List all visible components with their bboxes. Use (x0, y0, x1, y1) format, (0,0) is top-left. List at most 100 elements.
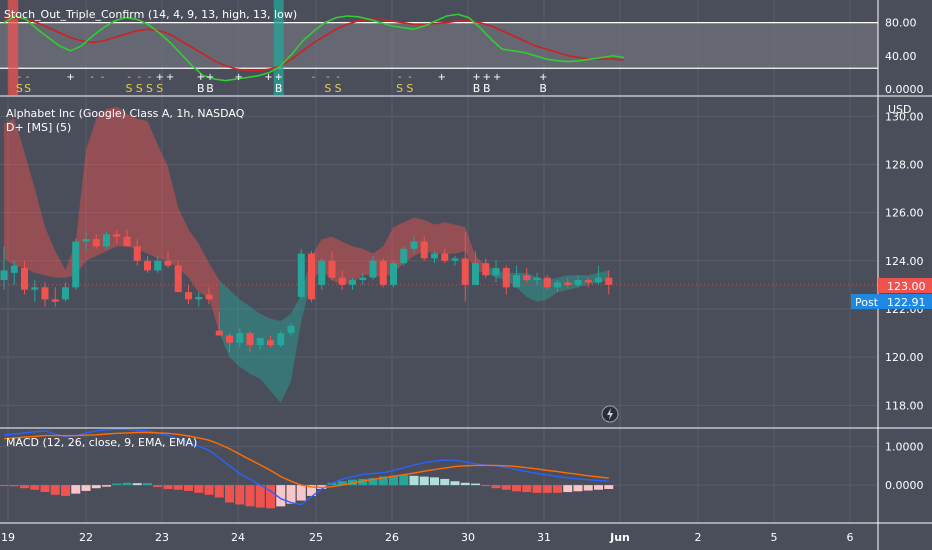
x-axis-label: 25 (309, 531, 323, 544)
candle-body (554, 282, 561, 288)
band-segment (352, 246, 363, 283)
band-segment (239, 299, 250, 375)
stoch-signal-sign: - (312, 72, 316, 83)
macd-histogram-bar (604, 485, 614, 489)
candle-body (390, 263, 397, 285)
candle-body (308, 253, 315, 300)
macd-histogram-bar (450, 481, 460, 486)
stoch-signal-sign: + (539, 72, 547, 83)
candle-body (154, 260, 162, 271)
macd-histogram-bar (30, 485, 40, 490)
stoch-highlight-zone (8, 0, 19, 95)
stoch-signal-label: B (473, 82, 481, 95)
band-segment (4, 118, 15, 266)
stoch-signal-label: B (483, 82, 491, 95)
price-y-tick: 124.00 (885, 255, 924, 268)
band-segment (342, 241, 353, 285)
macd-histogram-bar (358, 478, 368, 486)
alert-button[interactable] (601, 405, 619, 423)
macd-histogram-bar (348, 479, 357, 486)
band-segment (45, 227, 56, 278)
last-price-value: 123.00 (887, 280, 926, 293)
candle-body (236, 333, 244, 343)
x-axis-label: 19 (1, 531, 15, 544)
candle-body (62, 287, 69, 300)
stoch-y-tick: 0.0000 (885, 83, 924, 96)
stoch-signal-label: B (539, 82, 547, 95)
stoch-signal-sign: + (437, 72, 445, 83)
candle-body (174, 265, 182, 293)
macd-histogram-bar (307, 485, 316, 496)
macd-histogram-bar (71, 485, 81, 494)
macd-histogram-bar (286, 485, 296, 504)
band-segment (147, 121, 158, 259)
candle-body (297, 253, 305, 297)
candle-body (10, 265, 18, 273)
macd-panel[interactable] (0, 428, 614, 509)
candle-body (21, 268, 28, 290)
candle-body (103, 234, 110, 247)
candle-body (379, 260, 387, 285)
macd-histogram-bar (184, 485, 193, 491)
macd-histogram-bar (563, 485, 573, 493)
stoch-signal-label: S (156, 82, 163, 95)
macd-histogram-bar (143, 483, 152, 486)
candle-body (226, 335, 233, 343)
band-segment (106, 106, 117, 252)
macd-histogram-bar (389, 475, 398, 486)
stoch-signal-sign: + (206, 72, 214, 83)
band-segment (557, 275, 568, 293)
macd-histogram-bar (255, 485, 265, 508)
post-label: Post (855, 296, 879, 309)
band-segment (168, 166, 179, 269)
x-axis-label: 31 (537, 531, 551, 544)
macd-histogram-bar (235, 485, 245, 505)
price-panel[interactable] (0, 106, 878, 403)
macd-y-tick: 0.0000 (885, 479, 924, 492)
stoch-band-zone (0, 22, 878, 69)
candle-body (205, 294, 213, 300)
macd-histogram-bar (122, 482, 132, 486)
post-price-badge: Post 122.91 (851, 294, 932, 309)
stoch-signal-label: S (24, 82, 31, 95)
candle-body (564, 282, 572, 285)
stoch-signal-sign: + (166, 72, 174, 83)
macd-histogram-bar (266, 485, 275, 509)
macd-histogram-bar (491, 485, 501, 489)
macd-histogram-bar (194, 485, 204, 493)
macd-histogram-bar (471, 483, 480, 486)
price-y-tick: 128.00 (885, 158, 924, 171)
macd-histogram-bar (9, 485, 19, 487)
candle-body (502, 268, 510, 288)
stoch-signal-sign: - (336, 72, 340, 83)
macd-histogram-bar (153, 485, 163, 488)
band-segment (86, 118, 97, 261)
macd-histogram-bar (430, 477, 439, 486)
macd-histogram-bar (460, 482, 470, 486)
macd-histogram-bar (204, 485, 214, 495)
stoch-highlight-zone (273, 0, 284, 95)
stoch-signal-sign: + (235, 72, 243, 83)
band-segment (270, 318, 281, 403)
candle-body (431, 253, 438, 259)
macd-histogram-bar (337, 481, 347, 486)
band-segment (188, 229, 199, 293)
macd-histogram-bar (378, 476, 388, 486)
stoch-signal-sign: + (472, 72, 480, 83)
candle-body (461, 258, 469, 285)
stoch-signal-label: B (275, 82, 283, 95)
candle-body (543, 277, 551, 288)
candle-body (410, 241, 418, 249)
macd-histogram-bar (532, 485, 542, 493)
band-segment (178, 207, 189, 278)
macd-histogram-bar (594, 485, 603, 490)
candle-body (472, 263, 479, 285)
candle-body (523, 275, 531, 281)
candle-body (400, 248, 408, 264)
candle-body (215, 330, 223, 336)
macd-histogram-bar (0, 485, 9, 487)
stoch-panel[interactable]: -S-S+ - - -S-S-S+S+ +B+B+ + +B- -S-S-S-S+ +B+B+ +… (0, 0, 878, 95)
candle-body (584, 280, 592, 283)
